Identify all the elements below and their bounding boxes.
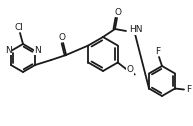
Text: F: F xyxy=(186,85,192,94)
Text: N: N xyxy=(5,46,12,55)
Text: Cl: Cl xyxy=(14,23,23,32)
Text: O: O xyxy=(114,8,122,17)
Text: O: O xyxy=(127,66,134,74)
Text: O: O xyxy=(59,33,66,41)
Text: N: N xyxy=(34,46,41,55)
Text: HN: HN xyxy=(129,25,142,35)
Text: F: F xyxy=(155,46,161,55)
